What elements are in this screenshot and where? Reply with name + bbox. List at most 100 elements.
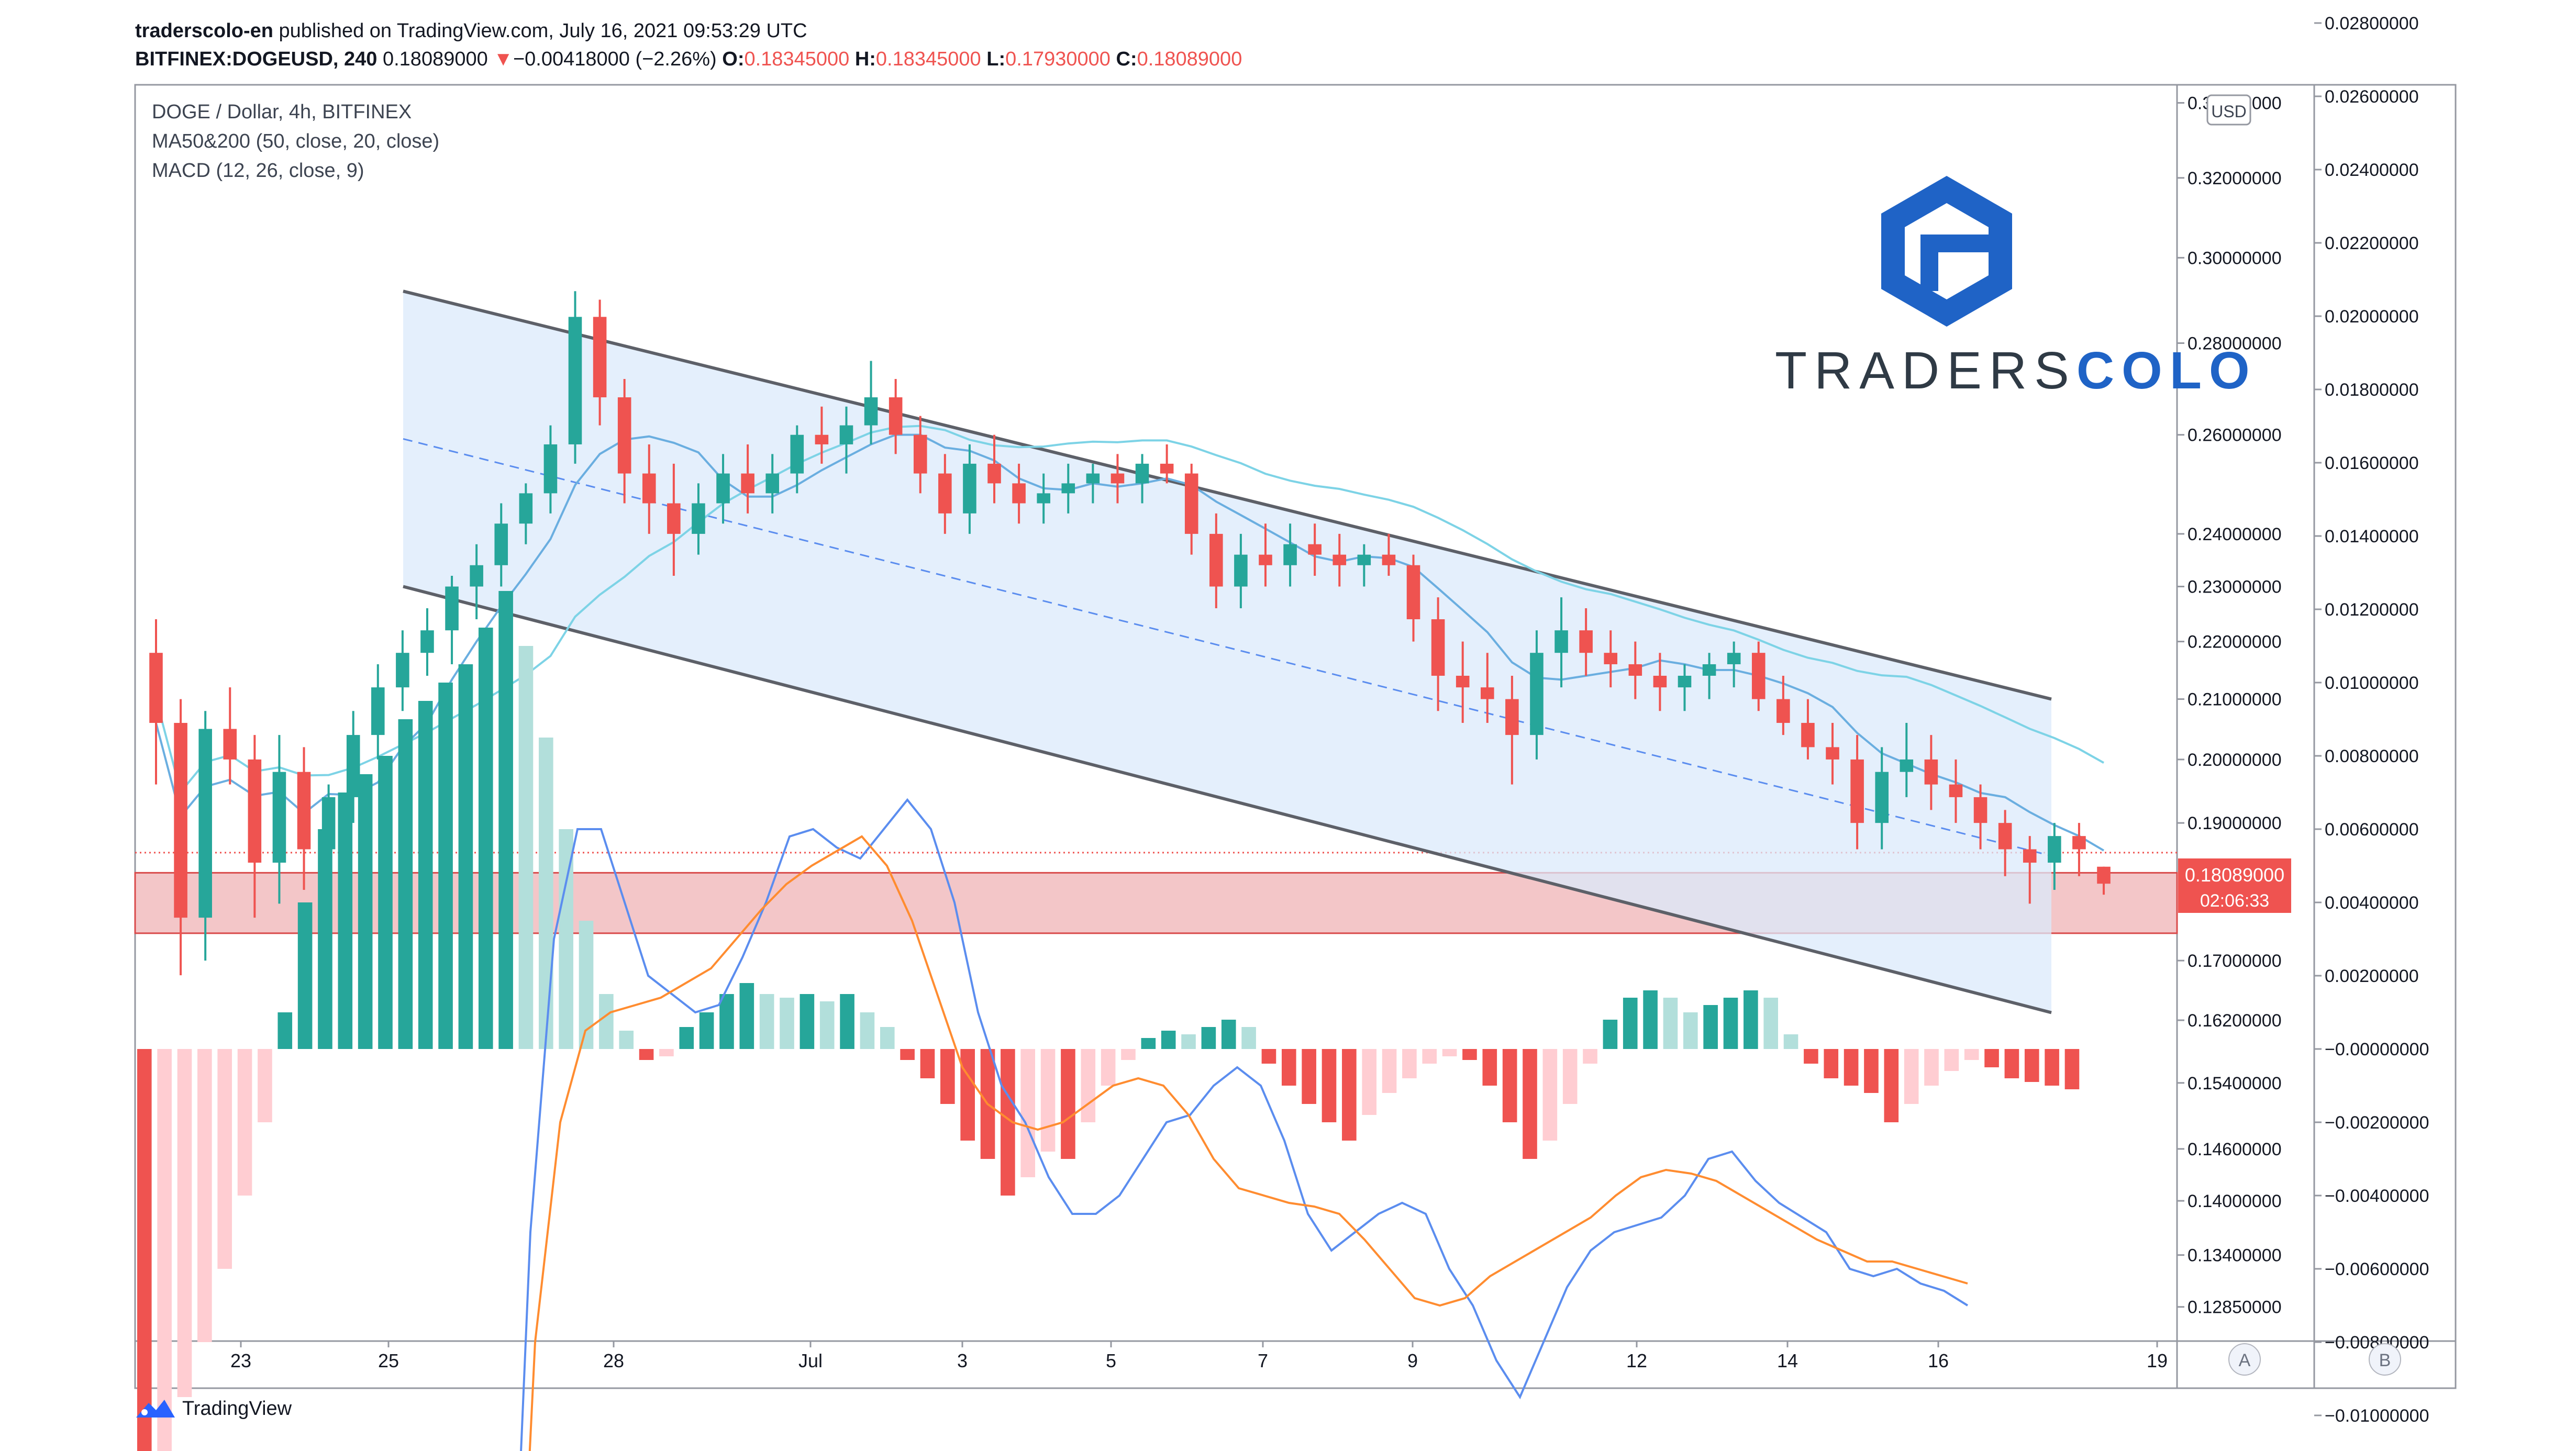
channel-fill [403, 291, 2051, 1013]
macd-hist-bar [1462, 1049, 1477, 1060]
macd-tick-label: 0.01800000 [2325, 380, 2419, 400]
candle-down [1826, 747, 1839, 760]
low-label: L: [986, 48, 1006, 70]
macd-tick-label: 0.02000000 [2325, 307, 2419, 327]
macd-hist-bar [840, 994, 854, 1049]
macd-hist-bar [378, 756, 393, 1049]
candle-up [716, 473, 730, 504]
macd-hist-bar [1562, 1049, 1578, 1104]
macd-hist-bar [1020, 1049, 1036, 1177]
macd-hist-bar [800, 994, 815, 1049]
macd-hist-bar [1181, 1034, 1196, 1049]
candle-down [1801, 723, 1815, 747]
macd-hist-bar [1502, 1049, 1517, 1122]
macd-tick-label: −0.00000000 [2325, 1040, 2429, 1059]
time-tick-label: 23 [230, 1350, 251, 1371]
candle-up [1061, 483, 1075, 494]
candle-down [1308, 544, 1322, 555]
last-price-tag [2178, 858, 2291, 913]
macd-hist-bar [157, 1049, 172, 1451]
macd-hist-bar [719, 994, 734, 1049]
channel-upper-line [403, 289, 2052, 701]
candle-down [1209, 533, 1223, 587]
macd-hist-bar [920, 1049, 935, 1078]
candle-up [1086, 473, 1100, 484]
symbol-name[interactable]: BITFINEX:DOGEUSD, 240 [135, 48, 377, 70]
macd-hist-bar [1904, 1049, 1919, 1104]
candle-down [741, 473, 754, 494]
macd-tick-label: 0.02800000 [2325, 14, 2419, 34]
candle-down [815, 434, 829, 444]
channel-lower-line [403, 585, 2052, 1014]
macd-hist-bar [1523, 1049, 1537, 1159]
legend-ma[interactable]: MA50&200 (50, close, 20, close) [152, 130, 439, 152]
symbol-line: BITFINEX:DOGEUSD, 240 0.18089000 ▼−0.004… [135, 48, 1242, 71]
candle-down [938, 473, 952, 514]
pane-a-button[interactable] [2228, 1343, 2261, 1376]
pane-b-button[interactable] [2369, 1343, 2401, 1376]
macd-hist-bar [2064, 1049, 2080, 1089]
macd-hist-bar [1362, 1049, 1376, 1115]
candle-up [371, 687, 385, 735]
macd-hist-bar [1844, 1049, 1859, 1086]
macd-hist-bar [900, 1049, 915, 1060]
macd-hist-bar [1121, 1049, 1136, 1060]
macd-hist-bar [1141, 1038, 1156, 1049]
bar-countdown: 02:06:33 [2200, 891, 2269, 911]
macd-hist-bar [1382, 1049, 1397, 1093]
macd-tick-label: −0.00400000 [2325, 1186, 2429, 1206]
time-tick-label: 25 [378, 1350, 399, 1371]
macd-hist-bar [599, 994, 614, 1049]
low-value: 0.17930000 [1005, 48, 1111, 70]
open-label: O: [722, 48, 745, 70]
time-tick-label: 7 [1258, 1350, 1268, 1371]
macd-hist-bar [1101, 1049, 1116, 1086]
macd-hist-bar [1623, 998, 1638, 1049]
candle-up [1283, 544, 1297, 565]
publisher-name[interactable]: traderscolo-en [135, 20, 273, 42]
price-tick-label: 0.30000000 [2188, 248, 2282, 268]
candle-up [1727, 653, 1741, 664]
candle-up [1234, 554, 1248, 587]
macd-hist-bar [1040, 1049, 1056, 1152]
macd-hist-bar [639, 1049, 654, 1060]
candle-up [839, 425, 853, 444]
candle-up [321, 797, 336, 850]
macd-hist-bar [699, 1012, 714, 1049]
macd-hist-bar [679, 1027, 694, 1049]
candle-down [1160, 463, 1174, 474]
macd-hist-bar [1944, 1049, 1959, 1071]
price-tick-label: 0.16200000 [2188, 1011, 2282, 1031]
candle-up [198, 729, 212, 918]
candle-down [1751, 653, 1766, 699]
candle-down [1111, 473, 1125, 484]
macd-hist-bar [1482, 1049, 1497, 1086]
candle-up [1875, 772, 1889, 823]
macd-hist-bar [498, 591, 513, 1049]
macd-hist-bar [1603, 1020, 1618, 1049]
candle-down [889, 397, 903, 435]
candle-up [543, 444, 558, 494]
macd-hist-bar [1261, 1049, 1276, 1064]
watermark-text: TRADERSCOLO [1775, 341, 2257, 400]
macd-hist-bar [739, 983, 754, 1049]
candle-down [1924, 759, 1938, 785]
macd-line [520, 798, 1969, 1451]
macd-hist-bar [277, 1012, 293, 1049]
candle-down [297, 772, 311, 850]
macd-hist-bar [1663, 998, 1678, 1049]
chart-frame [134, 84, 2457, 1389]
legend-macd[interactable]: MACD (12, 26, close, 9) [152, 160, 364, 182]
legend-title[interactable]: DOGE / Dollar, 4h, BITFINEX [152, 101, 412, 123]
candle-up [765, 473, 780, 494]
time-tick-label: 3 [957, 1350, 968, 1371]
macd-hist-bar [1241, 1027, 1256, 1049]
macd-hist-bar [2045, 1049, 2059, 1086]
macd-tick-label: 0.02600000 [2325, 87, 2419, 107]
macd-hist-bar [780, 998, 794, 1049]
currency-badge[interactable] [2206, 94, 2251, 126]
candle-down [1579, 630, 1593, 653]
currency-badge-label: USD [2211, 102, 2247, 121]
tradingview-brand[interactable]: TradingView [135, 1397, 292, 1421]
